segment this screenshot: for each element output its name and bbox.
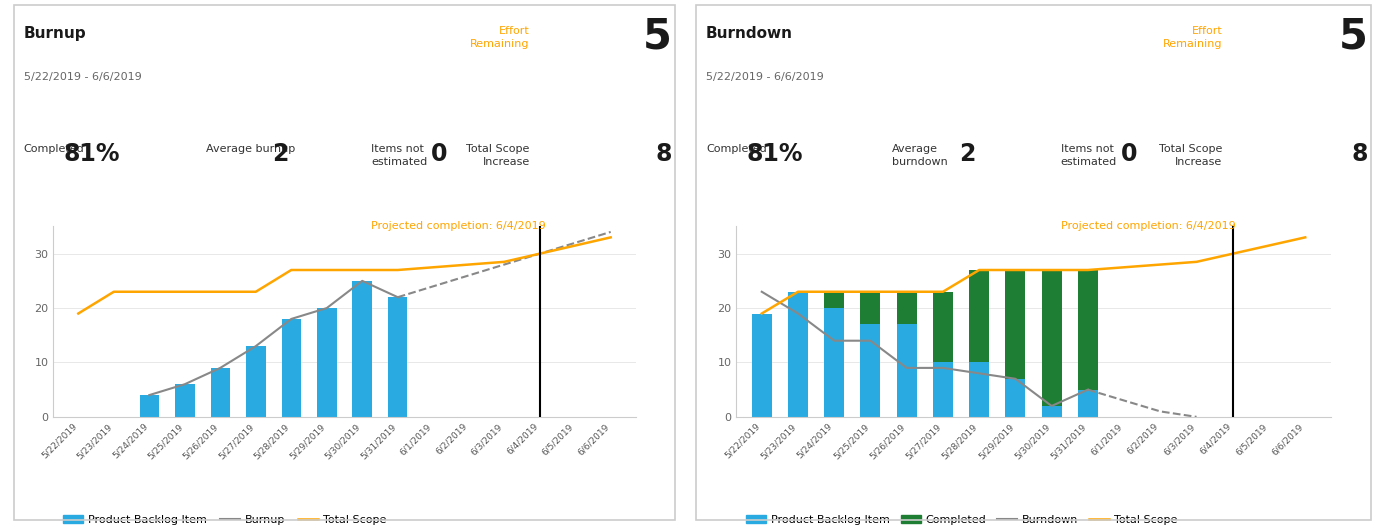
Text: Completed: Completed: [23, 144, 84, 154]
Text: 5/22/2019 - 6/6/2019: 5/22/2019 - 6/6/2019: [706, 72, 824, 82]
Text: Effort
Remaining: Effort Remaining: [470, 26, 529, 49]
Bar: [175, 384, 194, 417]
Bar: [353, 281, 372, 417]
Bar: [317, 308, 336, 417]
Text: 2: 2: [959, 142, 976, 165]
Legend: Product Backlog Item, Burnup, Total Scope: Product Backlog Item, Burnup, Total Scop…: [59, 510, 390, 525]
Text: 5: 5: [1339, 16, 1368, 58]
Text: 5: 5: [644, 16, 672, 58]
Bar: [824, 308, 845, 417]
Text: 2: 2: [271, 142, 288, 165]
Text: Items not
estimated: Items not estimated: [1061, 144, 1116, 167]
Text: 8: 8: [1352, 142, 1368, 165]
Bar: [897, 292, 916, 324]
Bar: [933, 292, 952, 362]
Bar: [752, 313, 772, 417]
Bar: [211, 368, 230, 417]
Bar: [1006, 270, 1025, 379]
Text: Items not
estimated: Items not estimated: [371, 144, 427, 167]
Text: 0: 0: [430, 142, 446, 165]
Bar: [933, 362, 952, 417]
Bar: [389, 297, 408, 417]
Bar: [860, 324, 881, 417]
Bar: [969, 362, 989, 417]
Bar: [1006, 379, 1025, 417]
Text: Completed: Completed: [706, 144, 766, 154]
Legend: Product Backlog Item, Completed, Burndown, Total Scope: Product Backlog Item, Completed, Burndow…: [741, 510, 1181, 525]
Bar: [281, 319, 300, 417]
Text: Total Scope
Increase: Total Scope Increase: [1159, 144, 1222, 167]
Bar: [969, 270, 989, 362]
Bar: [897, 324, 916, 417]
Text: Average burnup: Average burnup: [205, 144, 295, 154]
Text: Burndown: Burndown: [706, 26, 792, 41]
Bar: [247, 346, 266, 417]
Bar: [788, 292, 808, 417]
Text: Burnup: Burnup: [23, 26, 87, 41]
Bar: [139, 395, 158, 417]
Text: Total Scope
Increase: Total Scope Increase: [466, 144, 529, 167]
Text: Projected completion: 6/4/2019: Projected completion: 6/4/2019: [1061, 222, 1235, 232]
Bar: [1078, 390, 1098, 417]
Text: 8: 8: [656, 142, 672, 165]
Text: 81%: 81%: [63, 142, 120, 165]
Bar: [1078, 270, 1098, 390]
Text: 5/22/2019 - 6/6/2019: 5/22/2019 - 6/6/2019: [23, 72, 142, 82]
Bar: [860, 292, 881, 324]
Text: Average
burndown: Average burndown: [892, 144, 948, 167]
Text: 0: 0: [1122, 142, 1138, 165]
Bar: [1042, 270, 1061, 406]
Bar: [824, 292, 845, 308]
Text: Projected completion: 6/4/2019: Projected completion: 6/4/2019: [371, 222, 546, 232]
Text: Effort
Remaining: Effort Remaining: [1163, 26, 1222, 49]
Text: 81%: 81%: [747, 142, 803, 165]
Bar: [1042, 406, 1061, 417]
